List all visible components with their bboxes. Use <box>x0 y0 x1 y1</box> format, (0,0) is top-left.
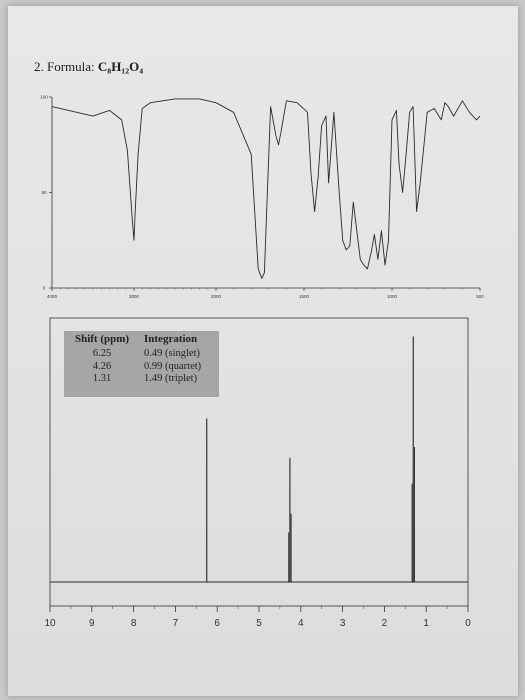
shift-cell: 4.26 <box>92 360 112 372</box>
nmr-x-tick-label: 3 <box>340 618 346 629</box>
shift-header: Shift (ppm) <box>74 333 130 345</box>
formula-prefix: 2. Formula: <box>34 59 98 74</box>
ir-x-tick-label: 500 <box>476 294 484 299</box>
ir-x-tick-label: 4000 <box>47 294 58 299</box>
ir-x-tick-label: 3000 <box>129 294 140 299</box>
shift-column: Shift (ppm) 6.25 4.26 1.31 <box>72 333 132 386</box>
ir-series-line <box>51 98 481 279</box>
ir-y-tick-label: 0 <box>43 286 46 291</box>
nmr-x-tick-label: 5 <box>256 618 262 629</box>
formula-text: C₈H₁₂O₄ <box>97 59 144 74</box>
nmr-x-tick-label: 4 <box>298 618 304 629</box>
nmr-x-tick-label: 10 <box>44 618 56 629</box>
integration-cell: 0.99 (quartet) <box>144 360 202 372</box>
shift-cell: 1.31 <box>92 373 112 384</box>
nmr-x-tick-label: 8 <box>131 618 137 629</box>
nmr-x-tick-label: 6 <box>214 618 220 629</box>
nmr-x-tick-label: 7 <box>173 618 179 629</box>
nmr-x-tick-label: 9 <box>89 618 95 629</box>
integration-cell: 0.49 (singlet) <box>144 348 200 359</box>
integration-cell: 1.49 (triplet) <box>144 373 198 384</box>
integration-header: Integration <box>144 333 198 345</box>
formula-title: 2. Formula: C₈H₁₂O₄ <box>34 59 143 75</box>
shift-cell: 6.25 <box>92 348 112 359</box>
integration-column: Integration 0.49 (singlet) 0.99 (quartet… <box>144 333 219 386</box>
nmr-x-tick-label: 1 <box>423 618 429 629</box>
ir-x-tick-label: 1500 <box>299 294 310 299</box>
nmr-data-table: Shift (ppm) 6.25 4.26 1.31 Integration 0… <box>64 331 219 397</box>
nmr-x-tick-label: 0 <box>465 618 471 629</box>
ir-x-tick-label: 2000 <box>211 294 222 299</box>
ir-y-tick-label: 100 <box>40 95 48 100</box>
nmr-x-tick-label: 2 <box>382 618 388 629</box>
ir-y-tick-label: 50 <box>41 190 47 195</box>
ir-x-tick-label: 1000 <box>387 294 398 299</box>
